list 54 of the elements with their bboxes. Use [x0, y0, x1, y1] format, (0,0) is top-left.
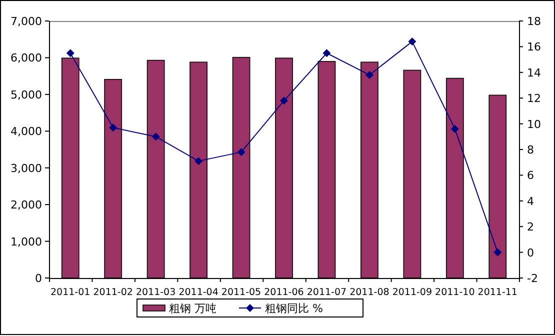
point [194, 157, 203, 166]
y2-tick-label: 12 [527, 92, 541, 106]
point [365, 70, 374, 79]
x-tick-label: 2011-07 [306, 287, 347, 298]
point [152, 132, 160, 141]
y2-tick-label: 14 [527, 66, 541, 80]
bar [488, 94, 507, 278]
y-tick-label: 1,000 [10, 235, 42, 248]
point [66, 49, 74, 58]
point [237, 148, 246, 156]
y2-tick-label: 0 [527, 246, 534, 260]
point [450, 124, 459, 133]
x-tick-label: 2011-08 [350, 287, 390, 298]
y-tick-label: 7,000 [10, 15, 42, 28]
x-tick-label: 2011-06 [264, 287, 304, 298]
bar [446, 78, 464, 278]
y2-tick-label: -2 [527, 272, 538, 285]
y2-tick-label: 6 [527, 169, 534, 182]
point [280, 96, 288, 105]
y-tick-label: 6,000 [10, 52, 42, 65]
x-tick-label: 2011-11 [478, 287, 518, 298]
bar [275, 58, 293, 278]
x-tick-label: 2011-02 [93, 287, 133, 298]
legend-label: 粗钢 万吨 [169, 302, 216, 315]
bar [61, 58, 80, 278]
y-tick-label: 4,000 [10, 125, 42, 138]
bar [403, 70, 422, 278]
bar [318, 60, 336, 278]
x-tick-label: 2011-03 [136, 287, 176, 298]
point [408, 38, 416, 46]
x-tick-label: 2011-10 [435, 287, 475, 298]
y2-tick-label: 10 [527, 118, 541, 131]
y2-tick-label: 16 [527, 40, 541, 54]
y-tick-label: 2,000 [10, 198, 42, 212]
x-tick-label: 2011-04 [178, 287, 218, 298]
bar [146, 60, 165, 278]
y-tick-label: 5,000 [10, 88, 42, 102]
x-tick-label: 2011-05 [221, 287, 262, 298]
bar [104, 78, 122, 278]
bar [232, 56, 250, 278]
y2-tick-label: 8 [527, 144, 534, 156]
y2-tick-label: 4 [527, 194, 534, 208]
y2-tick-label: 2 [527, 220, 534, 234]
y-tick-label: 0 [35, 272, 42, 285]
legend-label: 粗钢同比 % [265, 302, 323, 315]
x-tick-label: 2011-01 [50, 287, 90, 298]
point [109, 124, 118, 132]
y2-tick-label: 18 [527, 15, 541, 28]
bar [190, 62, 208, 278]
x-tick-label: 2011-09 [392, 287, 432, 298]
bar [360, 62, 378, 278]
point [322, 49, 331, 58]
y-tick-label: 3,000 [10, 162, 42, 175]
point [494, 248, 502, 256]
